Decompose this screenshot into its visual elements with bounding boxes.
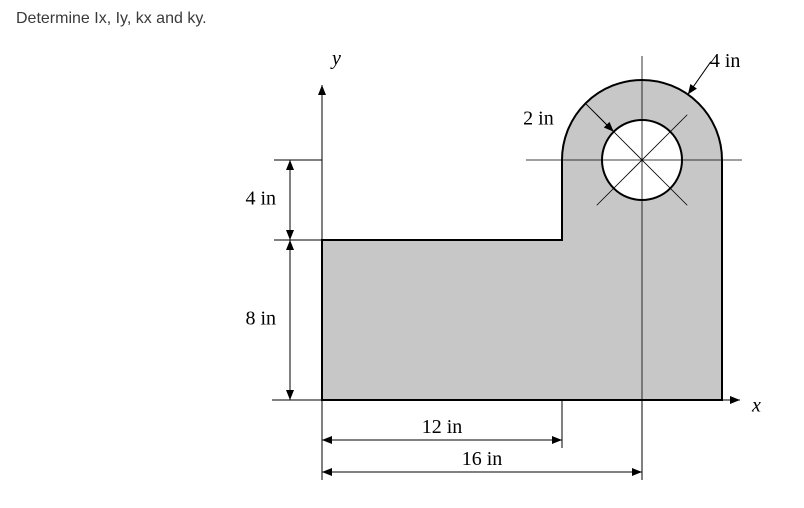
composite-shape [322,80,722,400]
d-12in-label: 12 in [422,416,463,438]
d-4in-upper-label: 4 in [245,188,276,210]
d-8in-lower-label: 8 in [245,308,276,330]
question-prompt: Determine Ix, Iy, kx and ky. [16,10,207,28]
r-4in-label: 4 in [710,50,741,72]
y-axis-label: y [330,48,341,70]
figure-svg: y x 4 in 8 in 12 in 16 in 2 in 4 in [0,0,804,508]
d-16in-label: 16 in [462,448,503,470]
r-2in-label: 2 in [523,107,554,129]
x-axis-label: x [751,395,761,417]
